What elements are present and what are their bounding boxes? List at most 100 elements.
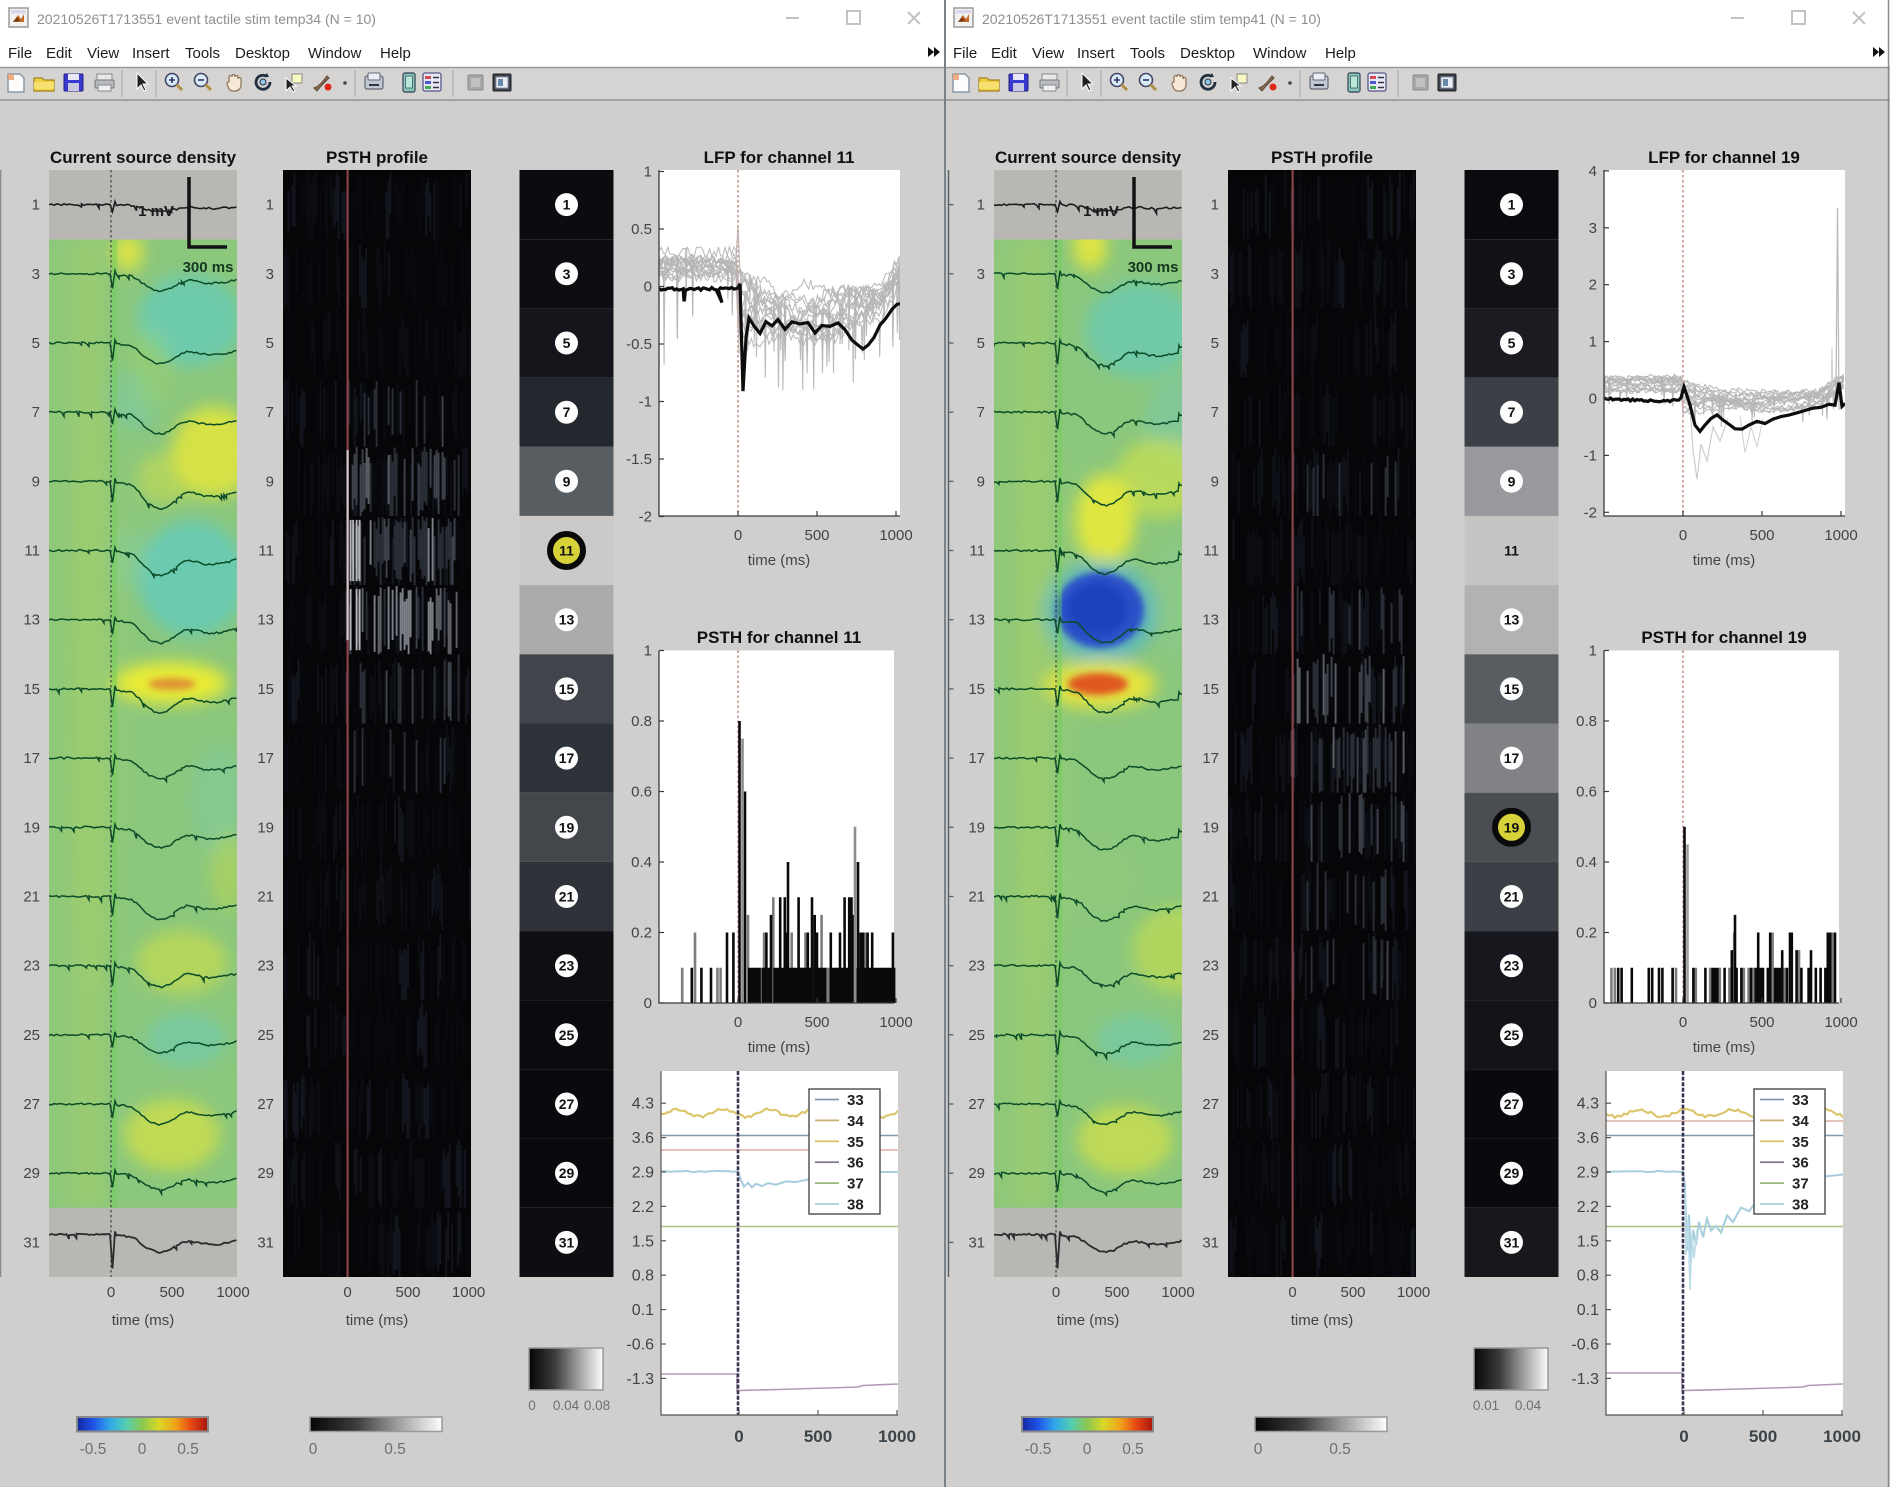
svg-text:37: 37: [847, 1176, 864, 1193]
svg-text:3: 3: [1211, 266, 1219, 283]
svg-text:19: 19: [257, 819, 274, 836]
svg-text:20210526T1713551 event tactile: 20210526T1713551 event tactile stim temp…: [982, 11, 1321, 27]
svg-text:3: 3: [266, 266, 274, 283]
svg-text:500: 500: [159, 1284, 184, 1301]
svg-text:-1.5: -1.5: [626, 451, 652, 468]
svg-text:7: 7: [563, 404, 571, 420]
svg-text:time (ms): time (ms): [1693, 1039, 1756, 1056]
svg-text:time (ms): time (ms): [112, 1312, 175, 1329]
svg-text:9: 9: [32, 473, 40, 490]
svg-text:2.2: 2.2: [632, 1199, 654, 1216]
svg-text:25: 25: [1504, 1027, 1520, 1043]
svg-text:PSTH for channel 19: PSTH for channel 19: [1641, 628, 1806, 647]
svg-text:500: 500: [1340, 1284, 1365, 1301]
svg-text:0.5: 0.5: [631, 221, 652, 238]
svg-text:1: 1: [644, 643, 652, 660]
svg-text:25: 25: [23, 1027, 40, 1044]
svg-text:20210526T1713551 event tactile: 20210526T1713551 event tactile stim temp…: [37, 11, 376, 27]
svg-text:3: 3: [1589, 220, 1597, 237]
svg-text:0: 0: [1679, 527, 1687, 544]
svg-text:31: 31: [1504, 1234, 1520, 1250]
svg-text:37: 37: [1792, 1176, 1809, 1193]
svg-text:5: 5: [977, 335, 985, 352]
svg-text:29: 29: [559, 1165, 575, 1181]
svg-text:34: 34: [1792, 1113, 1809, 1130]
svg-text:0.04: 0.04: [1515, 1398, 1542, 1413]
svg-text:500: 500: [1749, 1427, 1777, 1446]
svg-text:0.5: 0.5: [384, 1441, 406, 1458]
svg-text:1000: 1000: [879, 527, 912, 544]
svg-text:13: 13: [1504, 612, 1520, 628]
svg-text:29: 29: [968, 1165, 985, 1182]
svg-text:13: 13: [559, 612, 575, 628]
svg-text:0.08: 0.08: [584, 1398, 610, 1413]
svg-text:2.9: 2.9: [1577, 1165, 1599, 1182]
svg-text:-0.5: -0.5: [626, 336, 652, 353]
svg-text:21: 21: [1202, 889, 1219, 906]
svg-text:19: 19: [23, 819, 40, 836]
svg-text:-0.6: -0.6: [1571, 1337, 1599, 1354]
svg-text:0: 0: [1052, 1284, 1060, 1301]
svg-text:0: 0: [1254, 1441, 1263, 1458]
svg-text:Desktop: Desktop: [1180, 45, 1235, 62]
svg-text:LFP for channel 11: LFP for channel 11: [704, 148, 855, 167]
svg-text:23: 23: [1504, 958, 1520, 974]
svg-text:17: 17: [1202, 750, 1219, 767]
svg-text:View: View: [87, 45, 119, 62]
svg-text:7: 7: [1211, 404, 1219, 421]
svg-text:23: 23: [257, 958, 274, 975]
svg-text:29: 29: [257, 1165, 274, 1182]
svg-text:1 mV: 1 mV: [138, 203, 174, 220]
svg-text:13: 13: [257, 612, 274, 629]
svg-text:38: 38: [847, 1197, 864, 1214]
svg-text:0.6: 0.6: [1576, 784, 1597, 801]
svg-text:21: 21: [968, 889, 985, 906]
svg-text:PSTH for channel 11: PSTH for channel 11: [697, 628, 861, 647]
svg-text:3: 3: [32, 266, 40, 283]
svg-text:PSTH profile: PSTH profile: [1271, 148, 1373, 167]
svg-text:25: 25: [257, 1027, 274, 1044]
svg-text:-0.5: -0.5: [80, 1441, 107, 1458]
svg-text:500: 500: [395, 1284, 420, 1301]
svg-text:9: 9: [977, 473, 985, 490]
svg-text:0.8: 0.8: [1576, 713, 1597, 730]
svg-text:500: 500: [804, 1014, 829, 1031]
svg-text:33: 33: [1792, 1092, 1809, 1109]
svg-text:-2: -2: [1584, 504, 1597, 521]
svg-text:2.2: 2.2: [1577, 1199, 1599, 1216]
svg-text:0: 0: [1288, 1284, 1296, 1301]
svg-text:11: 11: [969, 543, 985, 560]
svg-text:9: 9: [1508, 473, 1516, 489]
svg-text:36: 36: [847, 1155, 864, 1172]
svg-text:2: 2: [1589, 277, 1597, 294]
svg-text:Insert: Insert: [1077, 45, 1115, 62]
svg-text:0.8: 0.8: [632, 1268, 654, 1285]
svg-text:500: 500: [804, 1427, 832, 1446]
svg-text:1000: 1000: [879, 1014, 912, 1031]
svg-text:1: 1: [644, 164, 652, 181]
svg-text:17: 17: [23, 750, 40, 767]
svg-text:23: 23: [968, 958, 985, 975]
svg-text:33: 33: [847, 1092, 864, 1109]
svg-text:5: 5: [1211, 335, 1219, 352]
svg-text:1000: 1000: [878, 1427, 916, 1446]
svg-text:15: 15: [1504, 681, 1520, 697]
svg-text:-1: -1: [1584, 447, 1597, 464]
svg-text:1000: 1000: [452, 1284, 485, 1301]
svg-text:5: 5: [563, 335, 571, 351]
svg-text:35: 35: [847, 1134, 864, 1151]
svg-text:9: 9: [1211, 473, 1219, 490]
svg-text:0: 0: [1679, 1427, 1688, 1446]
svg-text:0: 0: [644, 995, 652, 1012]
svg-text:1.5: 1.5: [1577, 1233, 1599, 1250]
svg-text:4.3: 4.3: [632, 1096, 654, 1113]
svg-text:7: 7: [32, 404, 40, 421]
svg-text:27: 27: [968, 1096, 985, 1113]
svg-text:11: 11: [1203, 543, 1219, 560]
svg-text:500: 500: [804, 527, 829, 544]
svg-text:-1.3: -1.3: [626, 1371, 654, 1388]
svg-text:15: 15: [559, 681, 575, 697]
svg-text:1000: 1000: [1823, 1427, 1861, 1446]
svg-text:500: 500: [1749, 527, 1774, 544]
svg-text:36: 36: [1792, 1155, 1809, 1172]
